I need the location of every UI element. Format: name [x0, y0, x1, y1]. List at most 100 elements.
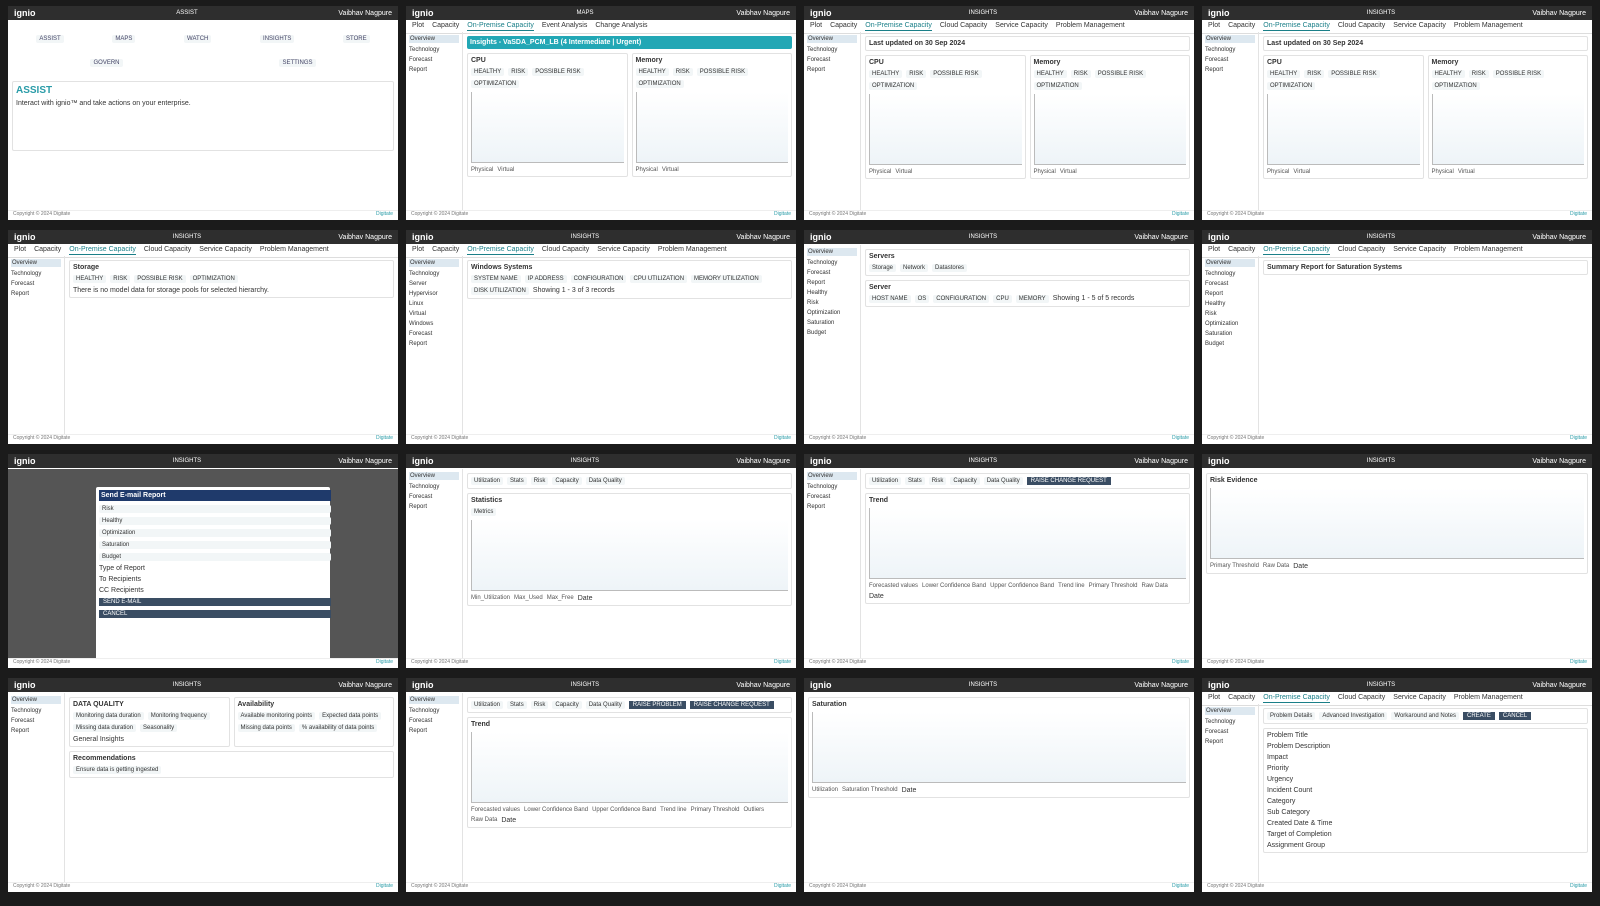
sidebar-item[interactable]: Overview [1205, 35, 1255, 43]
user-name[interactable]: Vaibhav Nagpure [736, 233, 790, 241]
form-field[interactable]: Incident Count [1267, 787, 1313, 794]
form-field[interactable]: Urgency [1267, 776, 1294, 783]
sidebar-item[interactable]: Overview [807, 472, 857, 480]
sidebar-item[interactable]: Report [1205, 67, 1224, 73]
sidebar-item[interactable]: Report [409, 728, 428, 734]
tab[interactable]: Plot [1208, 22, 1221, 29]
sidebar-item[interactable]: Windows [409, 321, 434, 327]
sidebar-item[interactable]: Forecast [409, 718, 433, 724]
sidebar-item[interactable]: Report [807, 504, 826, 510]
tab[interactable]: Plot [412, 246, 425, 253]
tab[interactable]: Cloud Capacity [939, 22, 988, 29]
button[interactable]: CANCEL [1498, 712, 1532, 720]
sidebar-item[interactable]: Forecast [409, 331, 433, 337]
item[interactable]: Utilization [471, 477, 504, 485]
item[interactable]: Capacity [552, 477, 582, 485]
tab[interactable]: Service Capacity [1393, 694, 1446, 701]
user-name[interactable]: Vaibhav Nagpure [1532, 681, 1586, 689]
sidebar-item[interactable]: Forecast [807, 57, 831, 63]
tab[interactable]: Cloud Capacity [1337, 694, 1386, 701]
sidebar-item[interactable]: Overview [1205, 259, 1255, 267]
sidebar-item[interactable]: Technology [807, 260, 838, 266]
user-name[interactable]: Vaibhav Nagpure [736, 681, 790, 689]
item[interactable]: Workaround and Notes [1391, 712, 1459, 720]
sidebar-item[interactable]: Overview [409, 472, 459, 480]
sidebar-item[interactable]: Risk [807, 300, 819, 306]
tab[interactable]: Capacity [1228, 694, 1256, 701]
item[interactable]: Stats [507, 477, 527, 485]
sidebar-item[interactable]: Forecast [807, 494, 831, 500]
sidebar-item[interactable]: Report [409, 67, 428, 73]
sidebar-item[interactable]: Report [409, 341, 428, 347]
sidebar-item[interactable]: Technology [409, 708, 440, 714]
sidebar-item[interactable]: Forecast [11, 718, 35, 724]
sidebar-item[interactable]: Server [409, 281, 427, 287]
sidebar-item[interactable]: Report [1205, 739, 1224, 745]
form-field[interactable]: Created Date & Time [1267, 820, 1333, 827]
sidebar-item[interactable]: Optimization [1205, 321, 1239, 327]
sidebar-item[interactable]: Virtual [409, 311, 426, 317]
sidebar-item[interactable]: Budget [1205, 341, 1225, 347]
sidebar-item[interactable]: Report [409, 504, 428, 510]
button[interactable]: SEND E-MAIL [99, 598, 331, 606]
tab[interactable]: Service Capacity [1393, 246, 1446, 253]
form-field[interactable]: Impact [1267, 754, 1289, 761]
user-name[interactable]: Vaibhav Nagpure [1134, 9, 1188, 17]
item[interactable]: Risk [530, 701, 549, 709]
form-field[interactable]: Assignment Group [1267, 842, 1325, 849]
sidebar-item[interactable]: Overview [409, 35, 459, 43]
tab[interactable]: Problem Management [1453, 22, 1523, 29]
sidebar-item[interactable]: Healthy [1205, 301, 1226, 307]
tab[interactable]: Capacity [432, 22, 460, 29]
tab[interactable]: Service Capacity [995, 22, 1048, 29]
tab[interactable]: Plot [1208, 246, 1221, 253]
tab[interactable]: Event Analysis [541, 22, 588, 29]
sidebar-item[interactable]: Technology [11, 271, 42, 277]
tab[interactable]: Cloud Capacity [541, 246, 590, 253]
item[interactable]: Capacity [950, 477, 980, 485]
sidebar-item[interactable]: Report [11, 728, 30, 734]
sidebar-item[interactable]: Overview [409, 259, 459, 267]
item[interactable]: Problem Details [1267, 712, 1316, 720]
tab[interactable]: Cloud Capacity [1337, 22, 1386, 29]
sidebar-item[interactable]: Technology [807, 47, 838, 53]
item[interactable]: Advanced Investigation [1319, 712, 1388, 720]
button[interactable]: RAISE PROBLEM [628, 701, 686, 709]
user-name[interactable]: Vaibhav Nagpure [1532, 457, 1586, 465]
user-name[interactable]: Vaibhav Nagpure [1134, 681, 1188, 689]
sidebar-item[interactable]: Forecast [409, 494, 433, 500]
tab[interactable]: Cloud Capacity [1337, 246, 1386, 253]
user-name[interactable]: Vaibhav Nagpure [736, 9, 790, 17]
button[interactable]: CREATE [1463, 712, 1495, 720]
tab[interactable]: Plot [14, 246, 27, 253]
sidebar-item[interactable]: Report [807, 67, 826, 73]
item[interactable]: Risk [928, 477, 947, 485]
item[interactable]: MAPS [112, 35, 136, 43]
sidebar-item[interactable]: Forecast [1205, 57, 1229, 63]
user-name[interactable]: Vaibhav Nagpure [338, 457, 392, 465]
form-field[interactable]: Category [1267, 798, 1296, 805]
form-field[interactable]: Sub Category [1267, 809, 1310, 816]
user-name[interactable]: Vaibhav Nagpure [338, 233, 392, 241]
item[interactable]: Risk [530, 477, 549, 485]
user-name[interactable]: Vaibhav Nagpure [736, 457, 790, 465]
sidebar-item[interactable]: Report [807, 280, 826, 286]
sidebar-item[interactable]: Linux [409, 301, 424, 307]
item[interactable]: WATCH [184, 35, 212, 43]
button[interactable]: RAISE CHANGE REQUEST [1026, 477, 1111, 485]
form-field[interactable]: Problem Description [1267, 743, 1331, 750]
tab[interactable]: On-Premise Capacity [467, 246, 534, 255]
tab[interactable]: Service Capacity [199, 246, 252, 253]
tab[interactable]: Problem Management [1055, 22, 1125, 29]
sidebar-item[interactable]: Risk [1205, 311, 1217, 317]
sidebar-item[interactable]: Saturation [1205, 331, 1233, 337]
form-field[interactable]: Priority [1267, 765, 1289, 772]
tab[interactable]: Problem Management [657, 246, 727, 253]
tab[interactable]: Capacity [830, 22, 858, 29]
sidebar-item[interactable]: Forecast [11, 281, 35, 287]
item[interactable]: Stats [507, 701, 527, 709]
tab[interactable]: On-Premise Capacity [69, 246, 136, 255]
tab[interactable]: Plot [1208, 694, 1221, 701]
item[interactable]: Stats [905, 477, 925, 485]
sidebar-item[interactable]: Overview [807, 35, 857, 43]
